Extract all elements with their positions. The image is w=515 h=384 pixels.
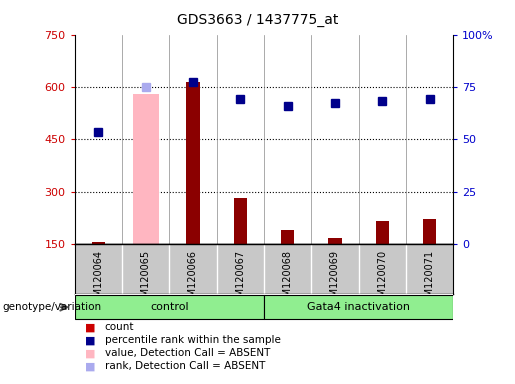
Bar	[328, 238, 341, 244]
Text: GSM120065: GSM120065	[141, 250, 151, 309]
Text: ■: ■	[85, 348, 95, 358]
Bar	[75, 295, 264, 319]
Text: ■: ■	[85, 335, 95, 345]
Text: GSM120070: GSM120070	[377, 250, 387, 309]
Bar	[92, 242, 105, 244]
Text: GSM120068: GSM120068	[283, 250, 293, 309]
Text: genotype/variation: genotype/variation	[3, 302, 101, 312]
Text: rank, Detection Call = ABSENT: rank, Detection Call = ABSENT	[105, 361, 265, 371]
Text: ■: ■	[85, 361, 95, 371]
Text: GSM120066: GSM120066	[188, 250, 198, 309]
Text: ■: ■	[85, 322, 95, 332]
Text: value, Detection Call = ABSENT: value, Detection Call = ABSENT	[105, 348, 270, 358]
Text: control: control	[150, 302, 188, 312]
Text: GDS3663 / 1437775_at: GDS3663 / 1437775_at	[177, 13, 338, 27]
Bar	[234, 199, 247, 244]
Bar	[423, 219, 436, 244]
Bar	[375, 221, 389, 244]
Text: Gata4 inactivation: Gata4 inactivation	[307, 302, 410, 312]
Bar	[281, 230, 294, 244]
Bar	[186, 82, 200, 244]
Text: GSM120064: GSM120064	[93, 250, 104, 309]
Bar	[133, 94, 159, 244]
Text: count: count	[105, 322, 134, 332]
Text: GSM120071: GSM120071	[424, 250, 435, 309]
Text: GSM120069: GSM120069	[330, 250, 340, 309]
Text: percentile rank within the sample: percentile rank within the sample	[105, 335, 281, 345]
Bar	[264, 295, 453, 319]
Text: GSM120067: GSM120067	[235, 250, 245, 309]
